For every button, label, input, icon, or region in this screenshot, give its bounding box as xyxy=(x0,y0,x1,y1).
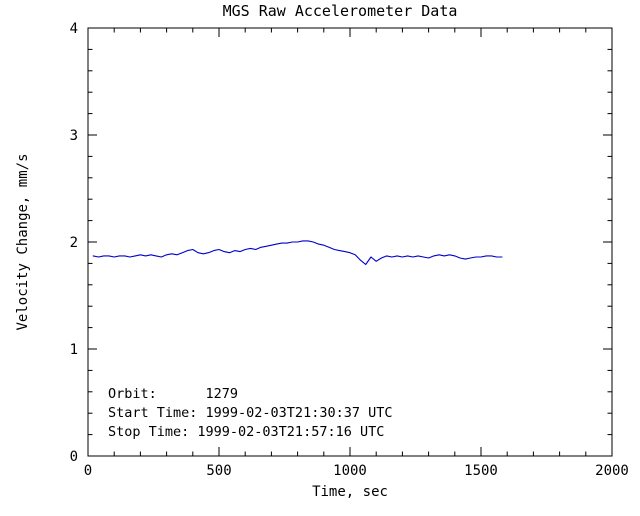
y-tick-label: 3 xyxy=(70,128,78,144)
plot-frame xyxy=(87,27,613,457)
y-axis-label: Velocity Change, mm/s xyxy=(15,153,31,330)
x-tick-label: 1500 xyxy=(464,463,498,479)
x-axis-label: Time, sec xyxy=(312,484,388,500)
x-tick-label: 0 xyxy=(84,463,92,479)
chart-title: MGS Raw Accelerometer Data xyxy=(223,2,458,20)
y-tick-label: 1 xyxy=(70,342,78,358)
x-tick-label: 1000 xyxy=(333,463,367,479)
y-tick-label: 4 xyxy=(70,21,78,37)
x-tick-label: 500 xyxy=(206,463,231,479)
y-tick-label: 0 xyxy=(70,449,78,465)
data-line-velocity-change xyxy=(92,240,503,266)
x-tick-label: 2000 xyxy=(595,463,629,479)
annotation-line-0: Orbit: 1279 xyxy=(108,386,238,402)
y-tick-label: 2 xyxy=(70,235,78,251)
annotation-line-1: Start Time: 1999-02-03T21:30:37 UTC xyxy=(108,405,392,421)
annotation-line-2: Stop Time: 1999-02-03T21:57:16 UTC xyxy=(108,424,384,440)
